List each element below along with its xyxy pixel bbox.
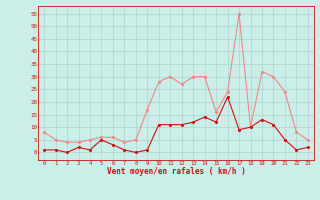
X-axis label: Vent moyen/en rafales ( km/h ): Vent moyen/en rafales ( km/h ) bbox=[107, 168, 245, 177]
